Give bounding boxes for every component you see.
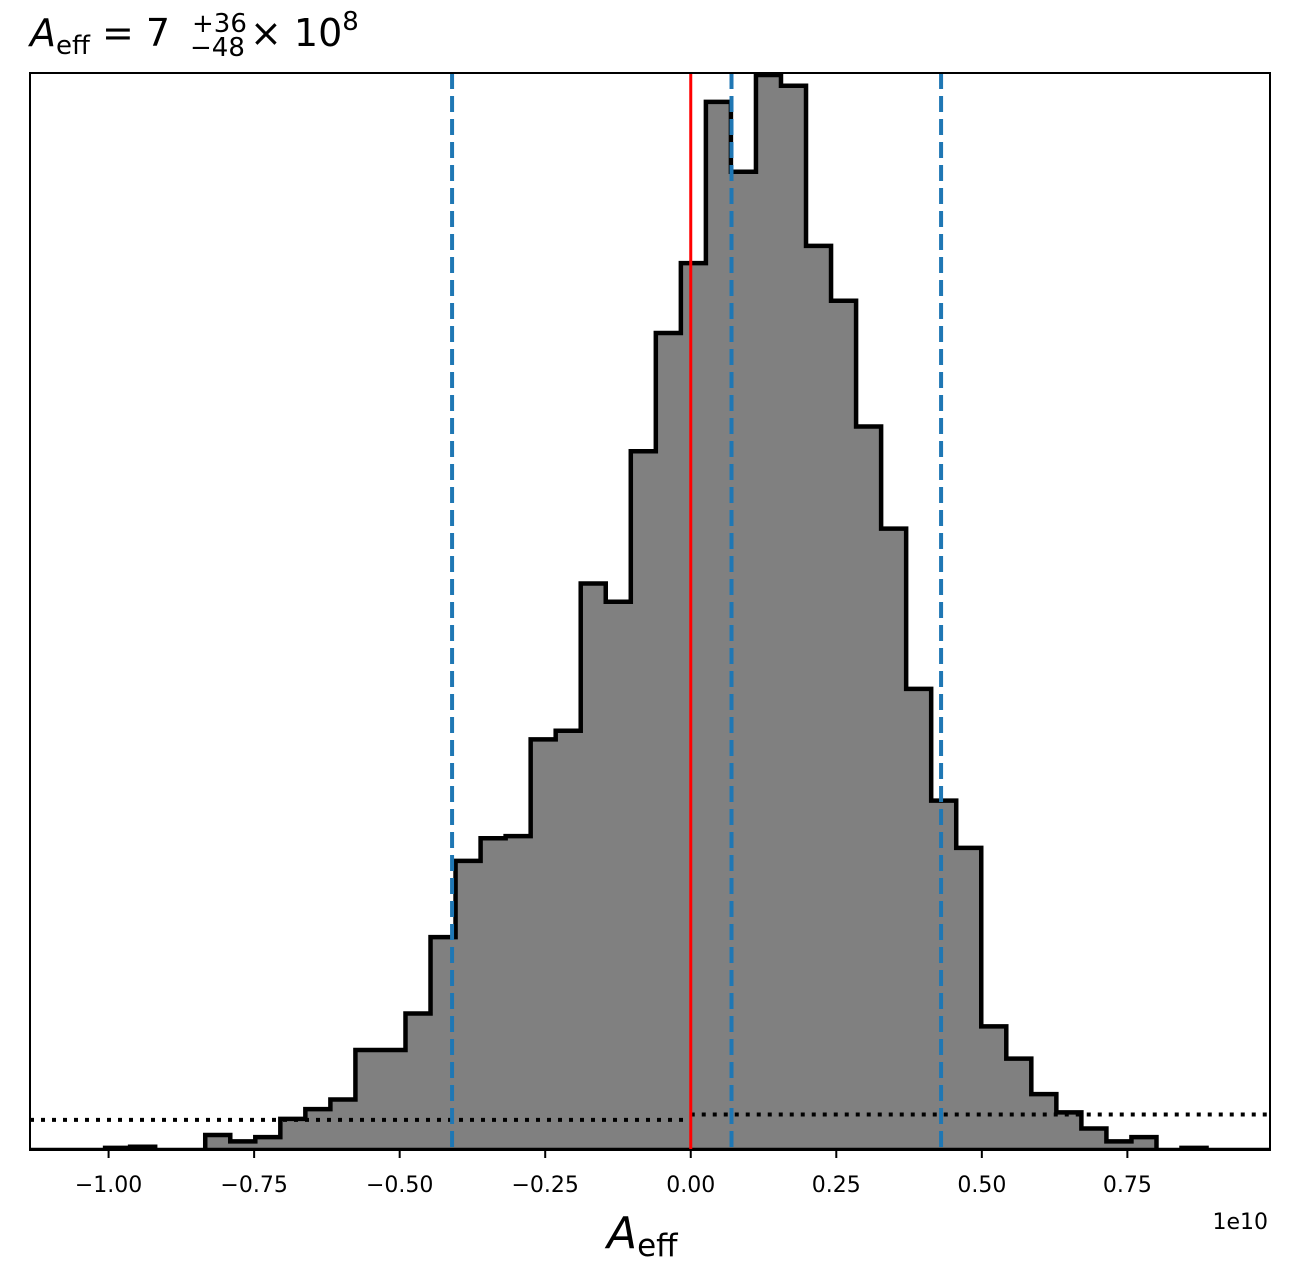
- x-tick-label: 0.75: [1103, 1173, 1152, 1198]
- quantile-lines: [450, 73, 944, 1150]
- title-upper-error: +36: [192, 9, 247, 39]
- plot-area: [30, 73, 1270, 1150]
- x-axis-ticks: −1.00 −0.75 −0.50 −0.25 0.00 0.25 0.50 0.75: [75, 1150, 1152, 1198]
- title-symbol: A: [27, 11, 56, 55]
- x-tick-label: 0.25: [812, 1173, 861, 1198]
- x-axis-label: Aeff: [604, 1208, 678, 1264]
- plot-frame: [29, 72, 1271, 1151]
- chart-title: Aeff = 7 +36 −48 × 108: [27, 7, 359, 63]
- x-tick-label: 0.50: [957, 1173, 1006, 1198]
- prior-dotted-lines: [30, 1112, 1270, 1122]
- x-tick-label: −0.75: [220, 1173, 287, 1198]
- x-tick-label: −0.25: [512, 1173, 579, 1198]
- title-symbol-subscript: eff: [56, 31, 91, 61]
- x-axis-offset-label: 1e10: [1212, 1210, 1268, 1235]
- x-tick-label: −1.00: [75, 1173, 142, 1198]
- x-tick-label: −0.50: [366, 1173, 433, 1198]
- x-tick-label: 0.00: [666, 1173, 715, 1198]
- title-exponent: 8: [342, 7, 359, 37]
- histogram-outline: [30, 73, 1270, 1150]
- svg-text:Aeff = 7: Aeff = 7: [27, 11, 170, 61]
- title-equals: = 7: [90, 11, 170, 55]
- histogram-fill: [30, 75, 1270, 1150]
- title-lower-error: −48: [190, 33, 245, 63]
- title-times: × 10: [250, 11, 342, 55]
- svg-text:× 108: × 108: [250, 7, 359, 55]
